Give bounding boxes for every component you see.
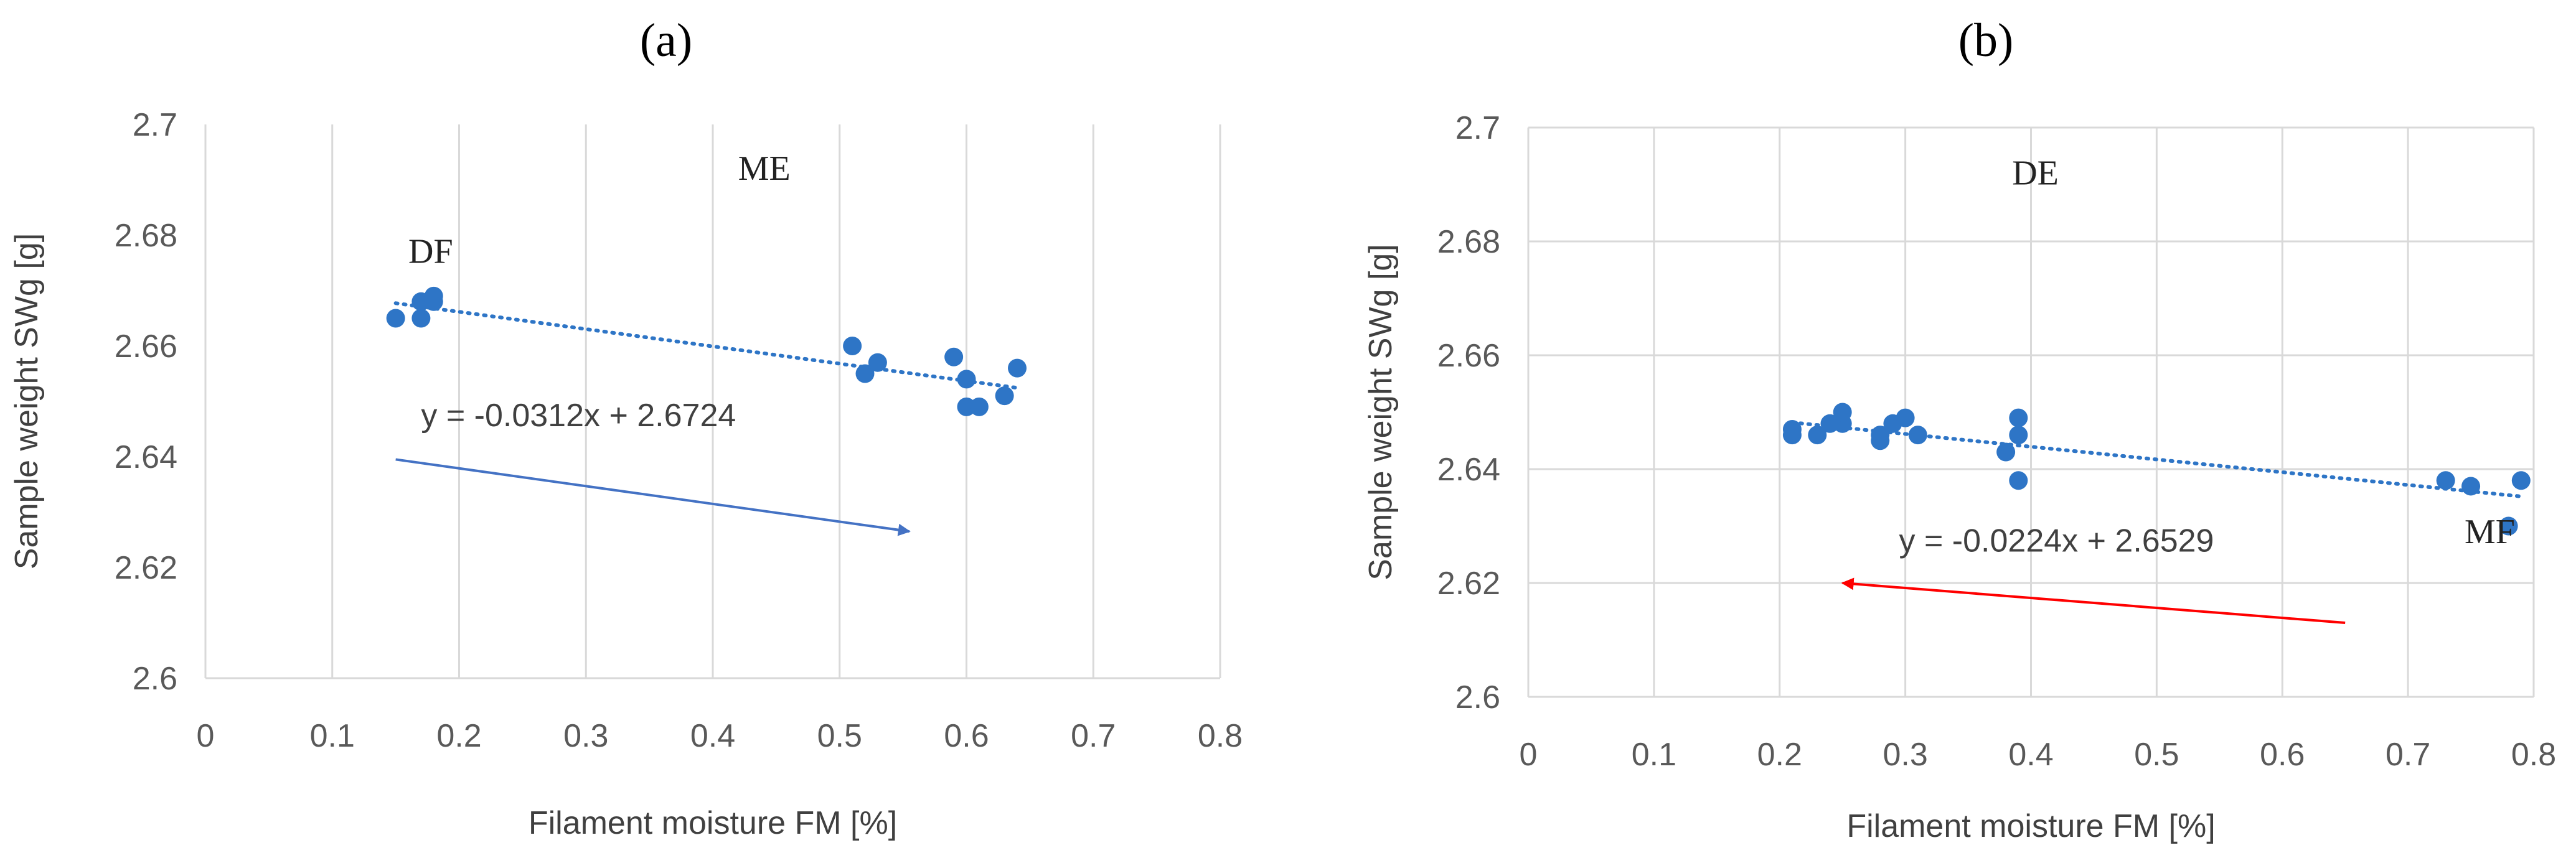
y-tick-label: 2.7 [133, 107, 177, 143]
y-tick-label: 2.7 [1455, 110, 1500, 146]
data-point [855, 364, 875, 383]
y-tick-label: 2.62 [115, 550, 177, 586]
x-tick-label: 0.5 [2134, 737, 2179, 773]
x-tick-label: 0.3 [563, 718, 608, 754]
annotation-me: ME [738, 149, 791, 188]
data-point [2009, 408, 2028, 427]
data-point [1808, 426, 1827, 445]
annotation-df: DF [408, 233, 453, 271]
data-point [843, 337, 862, 355]
y-tick-label: 2.66 [115, 329, 177, 365]
x-tick-label: 0.8 [2511, 737, 2556, 773]
data-point [1896, 408, 1915, 427]
data-point [2009, 471, 2028, 490]
data-point [1996, 442, 2016, 462]
y-tick-label: 2.68 [1437, 224, 1500, 260]
data-point [995, 386, 1014, 406]
direction-arrow [1841, 577, 2346, 625]
direction-arrow [395, 458, 911, 536]
data-point [424, 286, 443, 305]
data-point [2009, 426, 2028, 445]
chart-b: 0 0.1 0.2 0.3 0.4 0.5 0.6 0.7 0.8 2.6 2.62 2.64 2.66… [1363, 110, 2556, 844]
annotation-de: DE [2012, 154, 2059, 193]
data-point [1908, 426, 1927, 445]
data-point [969, 397, 989, 416]
x-tick-label: 0.1 [310, 718, 355, 754]
x-tick-label: 0.7 [2386, 737, 2430, 773]
panel-label-a: (a) [640, 14, 692, 67]
data-point [1833, 403, 1852, 422]
data-point [411, 309, 431, 328]
data-point [1782, 426, 1802, 445]
data-point [1871, 426, 1890, 445]
trendline [393, 301, 1019, 390]
data-point [1008, 358, 1027, 378]
x-tick-label: 0.3 [1883, 737, 1927, 773]
x-tick-label: 0.2 [1757, 737, 1802, 773]
data-point [2436, 471, 2455, 490]
y-axis-title: Sample weight SWg [g] [9, 233, 45, 569]
y-tick-label: 2.6 [1455, 679, 1500, 716]
data-point [2461, 477, 2481, 496]
data-point [868, 353, 887, 372]
annotation-mf: MF [2465, 513, 2515, 551]
panel-label-b: (b) [1958, 14, 2014, 67]
x-tick-label: 0.4 [2008, 737, 2053, 773]
data-point [386, 309, 405, 328]
x-tick-label: 0 [197, 718, 215, 754]
x-tick-label: 0.2 [436, 718, 481, 754]
x-tick-label: 0.4 [690, 718, 735, 754]
y-axis-title: Sample weight SWg [g] [1363, 244, 1399, 580]
y-tick-label: 2.66 [1437, 338, 1500, 374]
trendline-equation: y = -0.0312x + 2.6724 [421, 398, 736, 434]
x-tick-label: 0.5 [817, 718, 862, 754]
data-point [2511, 471, 2531, 490]
chart-a: 0 0.1 0.2 0.3 0.4 0.5 0.6 0.7 0.8 2.6 2.62 2.64 2.66… [9, 107, 1243, 841]
data-point [957, 370, 976, 389]
data-point [2499, 516, 2518, 536]
x-tick-label: 0.7 [1071, 718, 1116, 754]
y-tick-label: 2.62 [1437, 566, 1500, 602]
y-tick-label: 2.64 [115, 439, 177, 475]
data-point [944, 347, 964, 366]
x-axis-title: Filament moisture FM [%] [529, 805, 897, 841]
x-axis-title: Filament moisture FM [%] [1846, 808, 2215, 844]
y-tick-label: 2.68 [115, 218, 177, 254]
x-tick-label: 0.1 [1632, 737, 1676, 773]
trendline-equation: y = -0.0224x + 2.6529 [1899, 523, 2214, 559]
x-tick-label: 0.6 [2260, 737, 2305, 773]
x-tick-label: 0.8 [1198, 718, 1243, 754]
y-tick-label: 2.6 [133, 661, 177, 697]
y-tick-label: 2.64 [1437, 452, 1500, 488]
x-tick-label: 0.6 [944, 718, 989, 754]
x-tick-label: 0 [1520, 737, 1538, 773]
